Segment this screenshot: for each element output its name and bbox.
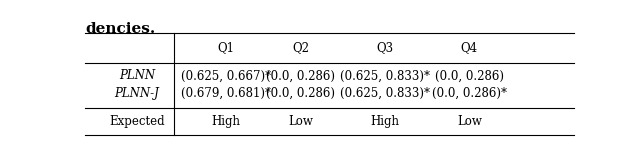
Text: (0.625, 0.833)*: (0.625, 0.833)* — [340, 69, 430, 82]
Text: dencies.: dencies. — [85, 22, 156, 36]
Text: High: High — [212, 115, 241, 128]
Text: (0.0, 0.286)*: (0.0, 0.286)* — [432, 87, 507, 100]
Text: (0.0, 0.286): (0.0, 0.286) — [266, 87, 335, 100]
Text: Low: Low — [457, 115, 482, 128]
Text: Q1: Q1 — [218, 41, 235, 54]
Text: (0.679, 0.681)*: (0.679, 0.681)* — [181, 87, 271, 100]
Text: (0.625, 0.667)*: (0.625, 0.667)* — [181, 69, 271, 82]
Text: Low: Low — [288, 115, 313, 128]
Text: Q3: Q3 — [376, 41, 394, 54]
Text: Q2: Q2 — [292, 41, 309, 54]
Text: High: High — [371, 115, 399, 128]
Text: PLNN: PLNN — [119, 69, 155, 82]
Text: Q4: Q4 — [461, 41, 478, 54]
Text: Expected: Expected — [109, 115, 165, 128]
Text: (0.625, 0.833)*: (0.625, 0.833)* — [340, 87, 430, 100]
Text: PLNN-J: PLNN-J — [115, 87, 159, 100]
Text: (0.0, 0.286): (0.0, 0.286) — [266, 69, 335, 82]
Text: (0.0, 0.286): (0.0, 0.286) — [435, 69, 504, 82]
